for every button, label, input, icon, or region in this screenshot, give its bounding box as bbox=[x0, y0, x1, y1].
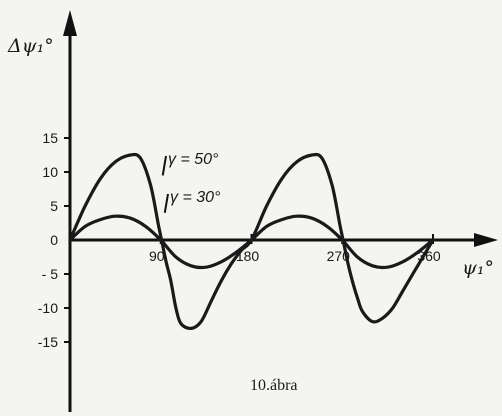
series-label-leader-1 bbox=[163, 193, 169, 213]
series bbox=[68, 152, 435, 331]
x-axis-arrow-icon bbox=[474, 233, 498, 247]
series-label-0: γ = 50° bbox=[168, 151, 219, 168]
series-labels: γ = 50° γ = 30° bbox=[161, 151, 221, 213]
y-axis-arrow-icon bbox=[63, 10, 77, 36]
series-label-leader-0 bbox=[161, 155, 167, 176]
figure-caption: 10.ábra bbox=[250, 377, 298, 394]
x-tick-label: 360 bbox=[417, 248, 441, 264]
y-tick-label: 15 bbox=[42, 130, 58, 146]
y-tick-label: 5 bbox=[50, 198, 58, 214]
x-tick-label: 90 bbox=[149, 248, 165, 264]
y-tick-label: -15 bbox=[38, 334, 58, 350]
y-tick-label: - 5 bbox=[42, 266, 59, 282]
y-tick-label: 0 bbox=[50, 232, 58, 248]
y-tick-label: 10 bbox=[42, 164, 58, 180]
y-tick-label: -10 bbox=[38, 300, 58, 316]
x-axis-label: ψ₁° bbox=[462, 257, 494, 279]
y-axis-label: Δψ₁° bbox=[7, 35, 54, 57]
series-line-1 bbox=[68, 214, 435, 270]
series-label-1: γ = 30° bbox=[170, 189, 221, 206]
